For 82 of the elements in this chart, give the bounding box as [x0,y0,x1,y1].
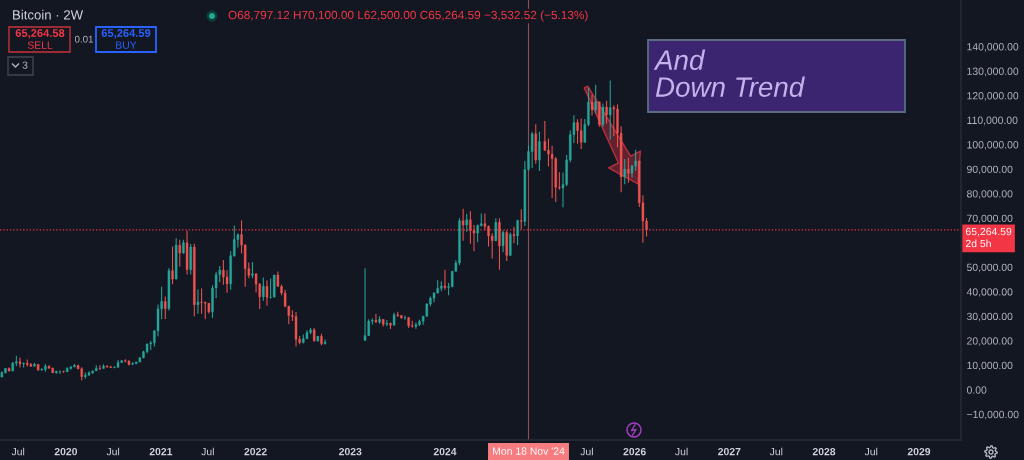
annotation: 65,264.58 [15,29,65,39]
x-tick-label: 2029 [907,447,931,456]
candlestick [627,157,630,184]
x-tick-label: 2028 [812,447,836,456]
y-tick-label: 20,000.00 [967,337,1013,346]
x-tick-label: 2022 [244,447,267,456]
y-tick-label: 10,000.00 [967,361,1013,371]
candlestick [443,269,447,291]
candlestick [520,208,523,230]
y-tick-label: 30,000.00 [966,312,1013,322]
y-tick-label: 110,000.00 [967,116,1018,126]
annotation: SELL [27,41,53,49]
x-tick-label: 2026 [623,447,646,456]
candlestick [18,356,22,368]
candlestick [171,246,174,285]
candlestick [512,226,516,244]
y-tick-label: 140,000.00 [967,43,1019,52]
annotation: 3 [22,61,28,69]
candlestick [590,94,594,116]
candlestick [501,229,505,253]
candlestick [605,100,608,125]
candlestick [98,364,102,371]
candlestick [374,313,378,324]
candlestick [601,102,605,128]
candlestick [164,296,167,320]
x-tick-label: 2024 [433,447,457,456]
annotation: 65,264.59 [101,29,151,39]
annotation: O68,797.12 H70,100.00 L62,500.00 C65,264.59 −3,532.52 (−5.13%) [228,10,588,22]
x-tick-label: Jul [11,447,25,456]
y-tick-label: 50,000.00 [966,263,1013,273]
candlestick [594,84,597,115]
annotation: And Down Trend [653,49,805,97]
candlestick [414,321,418,330]
candlestick [543,120,547,152]
x-tick-label: 2021 [149,447,173,456]
x-tick-label: 2023 [339,447,362,456]
candlestick [269,277,272,300]
candlestick [530,131,534,169]
y-tick-label: 70,000.00 [967,214,1013,224]
x-tick-label: Jul [201,447,214,456]
x-tick-label: Jul [675,447,688,456]
y-tick-label: 80,000.00 [967,190,1013,199]
candlestick [363,267,367,342]
candlestick [576,118,579,145]
candlestick [403,315,407,321]
annotation: 0.01 [74,35,93,43]
candlestick [634,149,637,172]
candlestick [265,279,269,307]
y-tick-label: 130,000.00 [967,67,1019,77]
text: Bitcoin · 2W [13,9,84,20]
candlestick [516,219,519,246]
x-tick-label: 2027 [718,447,741,456]
y-tick-label: 0.00 [966,386,987,394]
candlestick [58,370,62,375]
x-tick-label: Jul [864,447,878,456]
candlestick [189,243,192,276]
y-tick-label: −10,000.00 [967,410,1019,420]
x-tick-label: 2020 [54,447,78,456]
candlestick [262,276,265,302]
ref-line-label: 65,264.59 2d 5h [965,227,1012,248]
y-tick-label: 120,000.00 [967,92,1019,101]
candlestick [579,118,583,150]
candlestick [498,217,501,271]
annotation: BUY [116,41,137,49]
candlestick [538,131,541,172]
candlestick [505,230,508,262]
candlestick [461,208,465,242]
candlestick [196,288,200,315]
candlestick [609,79,612,141]
candlestick [623,158,626,185]
x-tick-label: Jul [106,447,120,456]
candlestick [294,311,298,348]
candlestick [254,272,258,294]
x-tick-label: Jul [580,447,593,456]
x-tick-label: Jul [769,447,783,456]
candlestick [273,274,276,299]
ref-line-label: Mon 18 Nov '24 [493,447,565,455]
y-tick-label: 100,000.00 [967,141,1019,150]
candlestick [200,287,203,315]
y-tick-label: 40,000.00 [966,288,1013,297]
candlestick [598,100,601,128]
y-tick-label: 90,000.00 [967,165,1013,175]
